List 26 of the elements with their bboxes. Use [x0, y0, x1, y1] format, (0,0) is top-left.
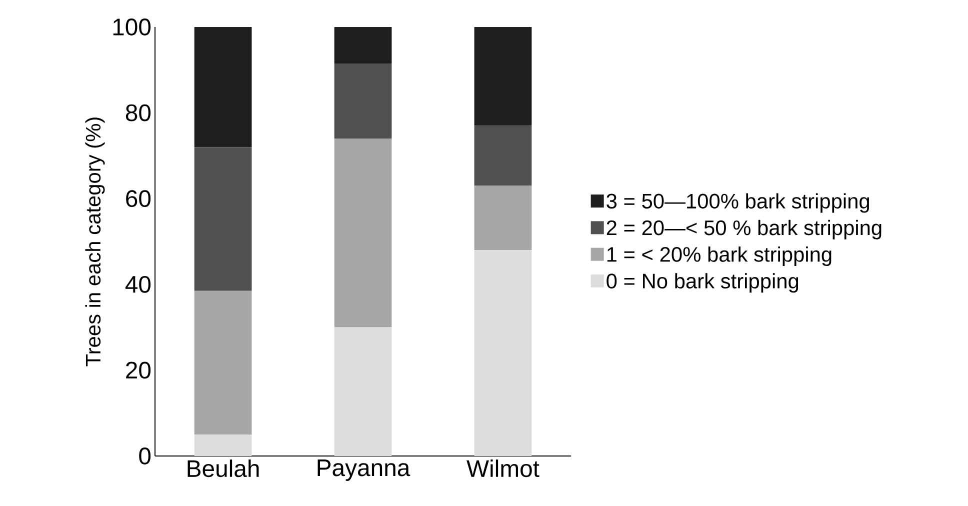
y-tick-label: 0 [139, 448, 151, 464]
legend-label: 0 = No bark stripping [606, 273, 798, 293]
bar [474, 186, 532, 250]
x-tick-label: Wilmot [466, 460, 540, 478]
y-tick-label: 60 [126, 190, 151, 208]
legend-label: 3 = 50—100% bark stripping [606, 193, 870, 213]
bar [194, 290, 252, 435]
x-tick-label: Beulah [188, 460, 259, 478]
bar [334, 138, 392, 328]
bar [334, 327, 392, 456]
bar [194, 147, 252, 291]
y-tick-label: 100 [113, 18, 151, 36]
legend-label: 1 = < 20% bark stripping [607, 246, 832, 266]
bar [474, 126, 532, 186]
bar [334, 63, 392, 139]
y-tick-label: 20 [126, 362, 151, 379]
y-axis-title: Trees in each category (%) [85, 118, 105, 366]
bar [474, 26, 532, 126]
y-tick-label: 40 [125, 276, 151, 293]
bar [474, 250, 532, 456]
x-tick-label: Payanna [318, 460, 410, 481]
bar [334, 26, 392, 64]
bar [194, 26, 252, 148]
legend-label: 2 = 20—< 50 % bark stripping [606, 220, 882, 240]
y-tick-label: 80 [126, 104, 151, 122]
bar [194, 434, 252, 456]
